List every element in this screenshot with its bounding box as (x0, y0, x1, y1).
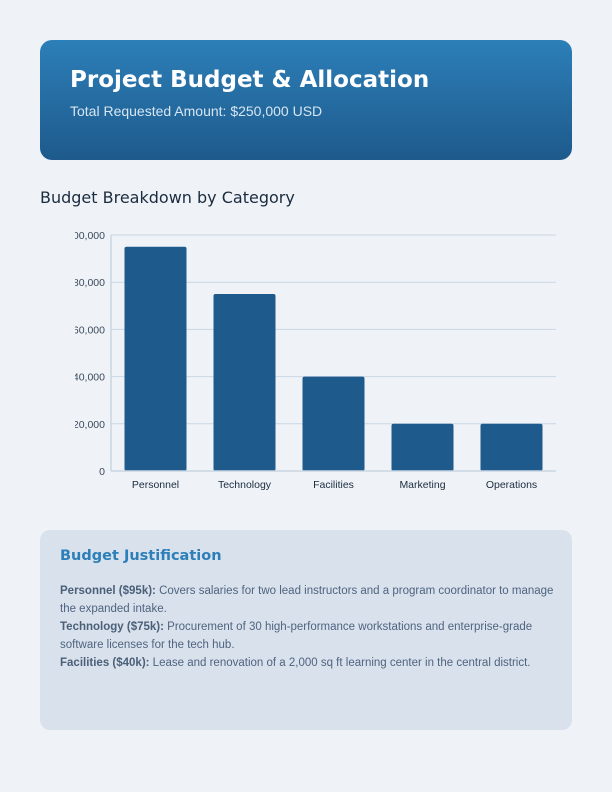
y-tick-label: 80,000 (75, 277, 105, 289)
bar-facilities (302, 376, 365, 471)
x-tick-label: Marketing (399, 479, 445, 491)
y-tick-label: 100,000 (75, 230, 105, 242)
item-label: Personnel ($95k): (60, 585, 156, 597)
justification-item: Facilities ($40k): Lease and renovation … (60, 654, 560, 672)
bar-marketing (391, 423, 454, 471)
justification-body: Personnel ($95k): Covers salaries for tw… (60, 582, 560, 672)
total-amount: Total Requested Amount: $250,000 USD (70, 103, 323, 119)
y-tick-label: 20,000 (75, 419, 105, 431)
x-tick-label: Technology (218, 479, 272, 491)
section-title: Budget Breakdown by Category (40, 188, 295, 207)
justification-item: Personnel ($95k): Covers salaries for tw… (60, 582, 560, 618)
budget-bar-chart: 0 20,000 40,000 60,000 80,000 100,000 Personne… (75, 222, 565, 502)
y-tick-label: 0 (99, 466, 105, 478)
item-label: Technology ($75k): (60, 621, 164, 633)
x-tick-label: Personnel (132, 479, 179, 491)
bar-operations (480, 423, 543, 471)
chart-svg: 0 20,000 40,000 60,000 80,000 100,000 Personne… (75, 230, 556, 491)
y-tick-label: 40,000 (75, 372, 105, 384)
justification-item: Technology ($75k): Procurement of 30 hig… (60, 618, 560, 654)
header-banner: Project Budget & Allocation Total Reques… (40, 40, 572, 160)
bar-personnel (124, 246, 187, 471)
justification-title: Budget Justification (60, 548, 222, 564)
item-text: Lease and renovation of a 2,000 sq ft le… (149, 657, 531, 669)
bar-technology (213, 294, 276, 471)
x-tick-label: Facilities (313, 479, 354, 491)
item-text: Procurement of 30 high-performance works… (60, 621, 533, 651)
item-text: Covers salaries for two lead instructors… (60, 585, 554, 615)
justification-panel: Budget Justification Personnel ($95k): C… (40, 530, 572, 730)
item-label: Facilities ($40k): (60, 657, 150, 669)
x-tick-label: Operations (486, 479, 537, 491)
y-tick-label: 60,000 (75, 324, 105, 336)
page-title: Project Budget & Allocation (70, 67, 430, 93)
